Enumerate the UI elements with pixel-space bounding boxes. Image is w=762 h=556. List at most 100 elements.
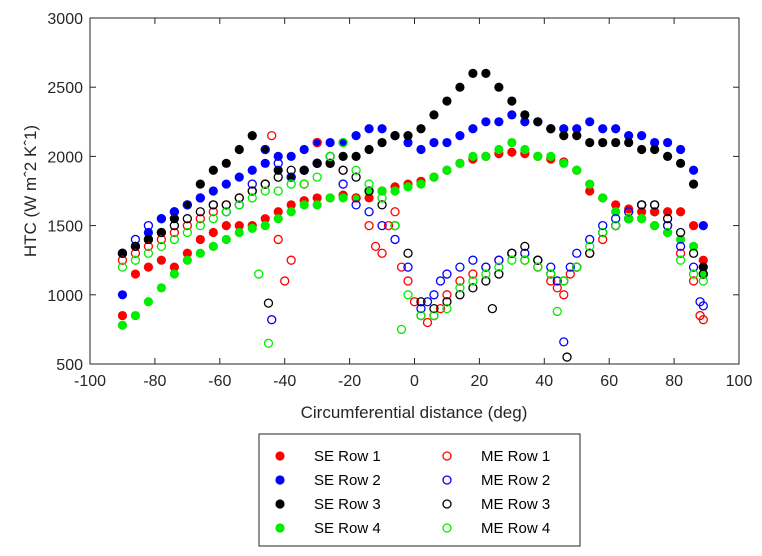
data-point bbox=[286, 151, 296, 161]
data-point bbox=[143, 227, 154, 238]
data-point bbox=[267, 130, 277, 141]
legend-box bbox=[258, 433, 581, 547]
legend-marker bbox=[442, 451, 452, 461]
data-point bbox=[325, 137, 335, 148]
data-point bbox=[429, 137, 439, 148]
data-point bbox=[624, 207, 634, 217]
data-point bbox=[494, 255, 504, 265]
data-point bbox=[598, 193, 608, 203]
data-point bbox=[507, 147, 517, 157]
data-point bbox=[675, 144, 686, 155]
data-point bbox=[698, 269, 708, 279]
data-point bbox=[572, 248, 582, 258]
y-tick-label: 500 bbox=[56, 357, 83, 374]
data-point bbox=[273, 172, 283, 182]
legend-marker bbox=[275, 523, 285, 533]
data-point bbox=[234, 144, 244, 155]
legend-marker bbox=[442, 523, 452, 533]
data-point bbox=[572, 124, 582, 134]
y-tick-label: 2500 bbox=[47, 80, 83, 97]
data-point bbox=[455, 158, 465, 168]
data-point bbox=[364, 186, 374, 196]
data-point bbox=[403, 131, 413, 141]
data-point bbox=[338, 137, 348, 148]
data-point bbox=[195, 214, 205, 224]
data-point bbox=[565, 269, 575, 279]
data-point bbox=[675, 234, 686, 245]
data-point bbox=[338, 137, 348, 148]
x-tick-label: 20 bbox=[471, 373, 489, 390]
data-point bbox=[688, 248, 699, 258]
data-point bbox=[585, 137, 595, 148]
data-point bbox=[429, 110, 439, 120]
data-point bbox=[598, 220, 608, 231]
data-point bbox=[312, 158, 322, 168]
data-point bbox=[169, 227, 180, 238]
data-point bbox=[435, 303, 446, 314]
data-point bbox=[182, 248, 192, 258]
data-point bbox=[325, 193, 335, 203]
data-point bbox=[325, 151, 335, 162]
data-point bbox=[698, 269, 708, 279]
data-point bbox=[662, 227, 673, 238]
data-point bbox=[533, 117, 543, 127]
data-point bbox=[195, 179, 205, 189]
data-point bbox=[688, 241, 699, 251]
data-point bbox=[169, 234, 180, 245]
data-point bbox=[208, 241, 218, 251]
data-point bbox=[624, 204, 634, 214]
data-point bbox=[520, 241, 530, 252]
data-point bbox=[182, 220, 193, 231]
data-point bbox=[429, 303, 439, 314]
data-point bbox=[396, 324, 407, 335]
data-point bbox=[182, 200, 193, 210]
data-point bbox=[273, 186, 283, 196]
data-point bbox=[299, 179, 309, 189]
data-point bbox=[396, 262, 407, 272]
data-point bbox=[507, 248, 517, 258]
data-point bbox=[507, 255, 517, 265]
data-point bbox=[117, 290, 128, 300]
data-point bbox=[559, 276, 569, 286]
data-point bbox=[533, 255, 543, 265]
data-point bbox=[234, 221, 244, 231]
data-point bbox=[611, 200, 621, 210]
data-point bbox=[468, 255, 478, 265]
legend-label: SE Row 3 bbox=[314, 496, 381, 513]
data-point bbox=[312, 172, 322, 182]
data-point bbox=[611, 207, 621, 217]
data-point bbox=[611, 124, 621, 134]
data-point bbox=[675, 255, 686, 265]
data-point bbox=[637, 200, 647, 210]
data-point bbox=[260, 158, 270, 168]
data-point bbox=[675, 248, 686, 258]
data-point bbox=[442, 137, 452, 148]
data-point bbox=[565, 262, 575, 272]
data-point bbox=[455, 276, 465, 286]
series-se-row-3 bbox=[117, 68, 708, 272]
data-point bbox=[698, 255, 708, 265]
data-point bbox=[169, 207, 179, 217]
data-point bbox=[611, 137, 621, 148]
x-axis-title: Circumferential distance (deg) bbox=[301, 403, 528, 422]
data-point bbox=[156, 214, 166, 224]
data-point bbox=[390, 131, 400, 141]
data-point bbox=[429, 290, 439, 300]
legend-label: ME Row 4 bbox=[481, 520, 550, 537]
data-point bbox=[698, 315, 708, 325]
data-point bbox=[403, 290, 413, 300]
x-tick-label: -80 bbox=[143, 373, 166, 390]
data-point bbox=[169, 207, 180, 217]
data-point bbox=[698, 262, 708, 272]
data-point bbox=[562, 352, 572, 362]
data-point bbox=[520, 144, 530, 155]
data-point bbox=[688, 276, 699, 286]
data-point bbox=[351, 200, 361, 210]
data-point bbox=[377, 137, 387, 148]
data-point bbox=[182, 255, 192, 265]
data-point bbox=[585, 248, 595, 258]
data-point bbox=[585, 117, 595, 127]
data-point bbox=[377, 124, 387, 134]
data-point bbox=[546, 269, 556, 279]
data-point bbox=[585, 186, 595, 196]
